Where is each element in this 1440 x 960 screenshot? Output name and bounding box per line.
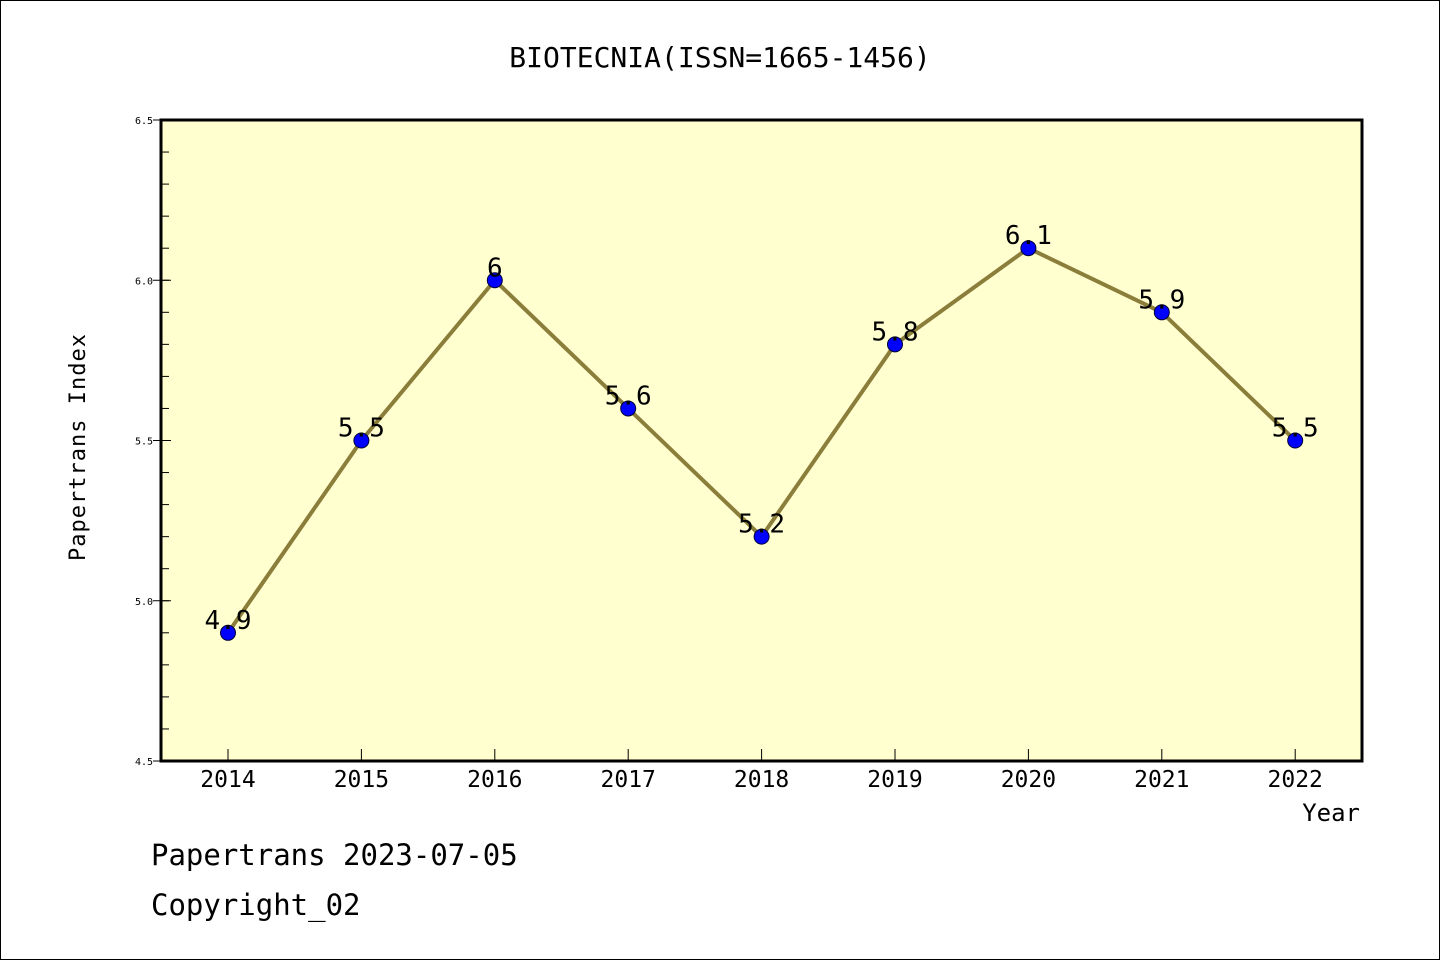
data-point-marker [620,400,637,417]
data-value-label: 5.5 [1272,414,1319,444]
y-axis-label: Papertrans Index [66,333,91,561]
footer-date-text: Papertrans 2023-07-05 [151,838,518,872]
x-tick-label: 2019 [867,767,922,793]
data-markers [220,240,1304,641]
x-tick-label: 2016 [467,767,522,793]
x-tick-label: 2017 [601,767,656,793]
data-point-marker [1153,304,1170,321]
data-labels: 4.9 5.5 6 5.6 5.2 5.8 6.1 5.9 5.5 [205,221,1319,636]
y-tick-label: 4.5 [135,757,153,768]
y-tick-label: 5.0 [135,597,153,608]
chart-title: BIOTECNIA(ISSN=1665-1456) [509,41,930,74]
x-tick-label: 2018 [734,767,789,793]
data-point-marker [1287,432,1304,449]
footer-copyright-text: Copyright_02 [151,888,361,923]
x-tick-label: 2021 [1134,767,1189,793]
y-tick-label: 6.5 [135,116,153,127]
data-value-label: 5.9 [1138,285,1185,315]
data-value-label: 6.1 [1005,221,1052,251]
x-tick-label: 2022 [1268,767,1323,793]
data-value-label: 5.8 [872,317,919,347]
x-axis-label: Year [1302,799,1360,827]
data-value-label: 4.9 [205,606,252,636]
data-point-marker [486,272,503,289]
data-point-marker [1020,240,1037,257]
x-tick-label: 2020 [1001,767,1056,793]
x-axis-ticks: 2014 2015 2016 2017 2018 2019 2020 2021 2022 [200,749,1323,793]
data-point-marker [220,624,236,641]
y-axis-ticks: 4.5 5.0 5.5 6.0 6.5 [135,116,171,768]
data-value-label: 6 [487,253,503,283]
x-tick-label: 2014 [200,767,255,793]
y-tick-label: 6.0 [135,276,153,287]
data-point-marker [753,528,770,545]
data-value-label: 5.2 [738,510,785,540]
data-value-label: 5.5 [338,414,385,444]
data-point-marker [353,432,370,449]
data-point-marker [887,336,903,353]
y-tick-label: 5.5 [135,437,153,448]
data-value-label: 5.6 [605,381,652,411]
x-tick-label: 2015 [334,767,389,793]
